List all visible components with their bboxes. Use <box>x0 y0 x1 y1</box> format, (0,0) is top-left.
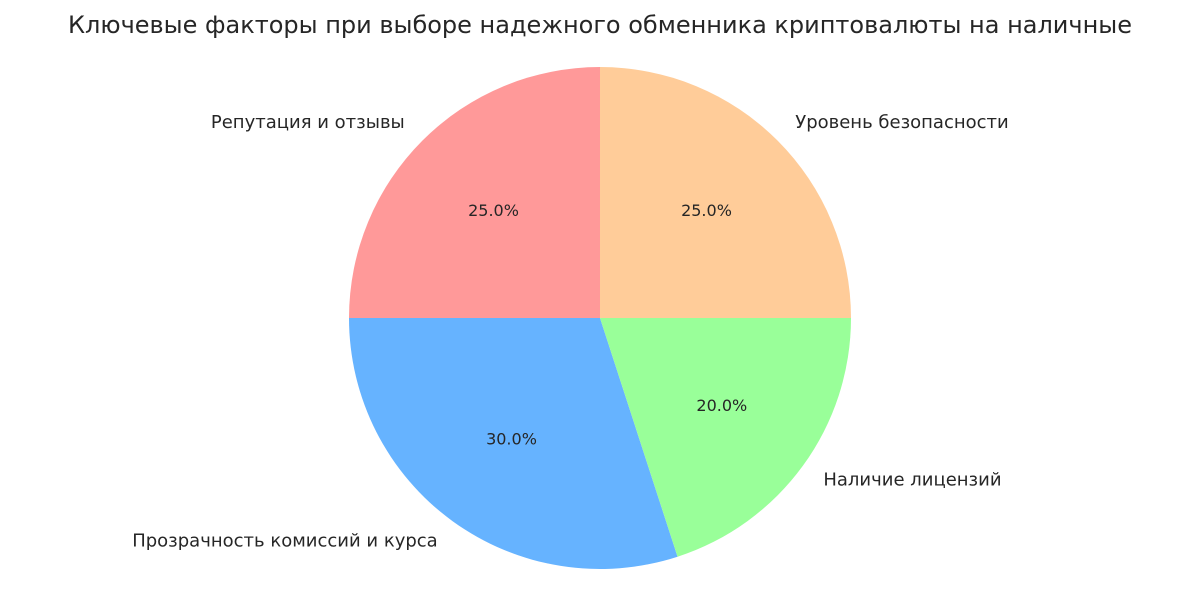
percent-label: 25.0% <box>468 201 519 220</box>
slice-label: Репутация и отзывы <box>211 112 405 133</box>
chart-title: Ключевые факторы при выборе надежного об… <box>68 11 1132 39</box>
percent-label: 25.0% <box>681 201 732 220</box>
pie-slice <box>600 318 851 557</box>
slice-label: Наличие лицензий <box>823 469 1001 490</box>
pie-slice <box>349 318 678 570</box>
percent-label: 30.0% <box>486 429 537 448</box>
pie-slice <box>349 67 600 318</box>
percent-label: 20.0% <box>696 396 747 415</box>
slice-label: Прозрачность комиссий и курса <box>132 530 438 551</box>
pie-slice <box>600 67 851 318</box>
slice-label: Уровень безопасности <box>795 112 1009 133</box>
